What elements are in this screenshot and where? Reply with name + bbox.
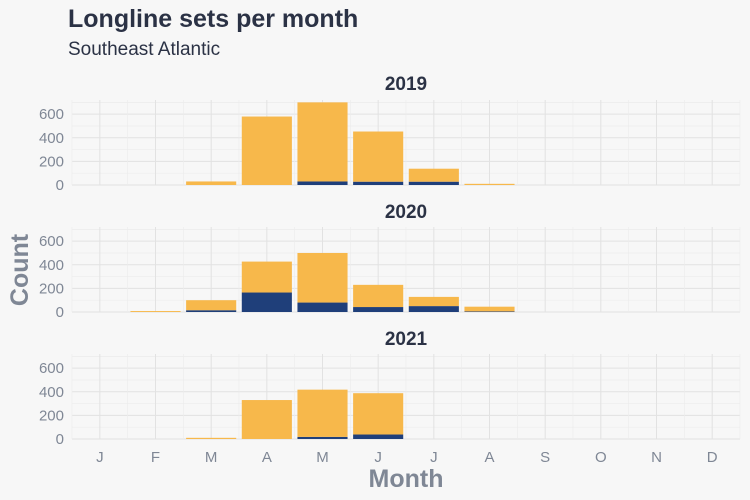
y-tick-label: 600 xyxy=(39,106,64,123)
y-tick-label: 400 xyxy=(39,257,64,274)
x-axis-title: Month xyxy=(369,465,444,493)
bar-segment xyxy=(186,181,237,185)
y-tick-label: 600 xyxy=(39,233,64,250)
bar-segment xyxy=(241,400,292,439)
bar-segment xyxy=(408,181,459,185)
bar-segment xyxy=(408,306,459,312)
bar-segment xyxy=(464,311,515,312)
x-tick-label: M xyxy=(316,449,329,466)
bar-segment xyxy=(353,434,404,439)
bar-segment xyxy=(241,116,292,185)
bar-segment xyxy=(353,307,404,312)
facet-2019: 2019 0 200 400 600 xyxy=(39,74,741,194)
y-tick-label: 200 xyxy=(39,153,64,170)
bar-segment xyxy=(297,252,348,303)
x-tick-label: A xyxy=(484,449,494,466)
x-tick-label: F xyxy=(151,449,160,466)
x-tick-label: A xyxy=(262,449,272,466)
bar-segment xyxy=(464,306,515,312)
bar-segment xyxy=(241,292,292,312)
x-tick-label: O xyxy=(595,449,607,466)
y-tick-label: 0 xyxy=(56,177,64,194)
y-tick-label: 0 xyxy=(56,304,64,321)
bar-segment xyxy=(353,284,404,308)
bar-segment xyxy=(297,389,348,437)
y-tick-label: 200 xyxy=(39,280,64,297)
bar-segment xyxy=(297,302,348,312)
bar-segment xyxy=(186,300,237,311)
y-tick-label: 600 xyxy=(39,360,64,377)
bar-segment xyxy=(297,436,348,439)
facet-title: 2020 xyxy=(385,202,427,223)
facet-2020: 2020 0 200 400 600 xyxy=(39,202,741,321)
bar-segment xyxy=(186,437,237,439)
y-tick-label: 200 xyxy=(39,407,64,424)
chart-title: Longline sets per month xyxy=(68,5,358,33)
bar-segment xyxy=(353,181,404,185)
bar-segment xyxy=(297,102,348,182)
facet-panels: 2019 0 200 400 600 2020 0 200 400 600 2021 0 200 400 6… xyxy=(39,74,741,448)
bar-segment xyxy=(464,183,515,185)
y-tick-label: 0 xyxy=(56,431,64,448)
x-tick-label: J xyxy=(374,449,382,466)
bar-segment xyxy=(241,261,292,293)
y-tick-label: 400 xyxy=(39,384,64,401)
x-tick-label: N xyxy=(651,449,662,466)
bar-segment xyxy=(186,310,237,312)
bar-segment xyxy=(353,131,404,182)
x-tick-label: J xyxy=(96,449,104,466)
bar-segment xyxy=(130,311,181,312)
bar-segment xyxy=(297,181,348,185)
x-tick-label: D xyxy=(707,449,718,466)
facet-title: 2019 xyxy=(385,74,427,95)
bar-segment xyxy=(408,296,459,307)
chart-subtitle: Southeast Atlantic xyxy=(68,39,220,60)
x-tick-label: M xyxy=(205,449,218,466)
facet-title: 2021 xyxy=(385,329,428,350)
y-axis-title: Count xyxy=(6,233,34,306)
facet-2021: 2021 0 200 400 600 xyxy=(39,329,741,448)
bar-segment xyxy=(353,393,404,435)
x-tick-label: J xyxy=(430,449,438,466)
x-tick-label: S xyxy=(540,449,550,466)
bar-segment xyxy=(408,168,459,182)
y-tick-label: 400 xyxy=(39,130,64,147)
